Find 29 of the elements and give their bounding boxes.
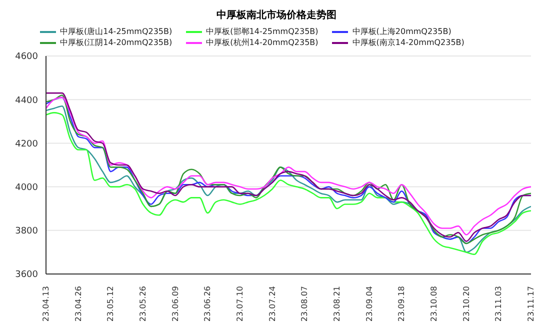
y-tick-label: 3600 xyxy=(15,270,38,280)
legend-label: 中厚板(杭州14-20mmQ235B) xyxy=(205,37,318,48)
x-tick-label: 23.10.08 xyxy=(430,286,438,322)
y-tick-label: 4600 xyxy=(15,52,38,62)
x-tick-label: 23.07.10 xyxy=(236,286,244,322)
y-tick-label: 4400 xyxy=(15,96,38,106)
legend-label: 中厚板(邯郸14-25mmQ235B) xyxy=(205,26,318,37)
legend-label: 中厚板(唐山14-25mmQ235B) xyxy=(59,26,172,37)
legend-label: 中厚板(上海20mmQ235B) xyxy=(351,26,452,37)
y-tick-label: 4200 xyxy=(15,139,38,150)
x-tick-label: 23.05.26 xyxy=(138,286,148,322)
x-tick-label: 23.06.26 xyxy=(203,286,212,322)
y-tick-label: 3800 xyxy=(15,226,38,237)
x-tick-label: 23.10.20 xyxy=(462,286,471,322)
x-tick-label: 23.06.09 xyxy=(170,286,180,322)
x-tick-label: 23.07.24 xyxy=(268,286,277,322)
x-tick-label: 23.04.26 xyxy=(74,286,83,322)
chart-title: 中厚板南北市场价格走势图 xyxy=(216,8,338,22)
x-tick-label: 23.11.17 xyxy=(526,286,536,322)
x-tick-label: 23.08.21 xyxy=(332,286,342,322)
x-tick-label: 23.09.04 xyxy=(364,286,374,322)
x-tick-label: 23.04.13 xyxy=(42,286,50,322)
legend-label: 中厚板(南京14-20mmQ235B) xyxy=(351,37,464,48)
x-tick-label: 23.08.07 xyxy=(300,286,310,322)
x-tick-label: 23.05.12 xyxy=(106,286,116,322)
x-tick-label: 23.11.03 xyxy=(494,286,504,322)
legend-label: 中厚板(江阴14-20mmQ235B) xyxy=(59,37,172,48)
x-tick-label: 23.09.18 xyxy=(397,286,406,322)
y-tick-label: 4000 xyxy=(15,182,38,193)
